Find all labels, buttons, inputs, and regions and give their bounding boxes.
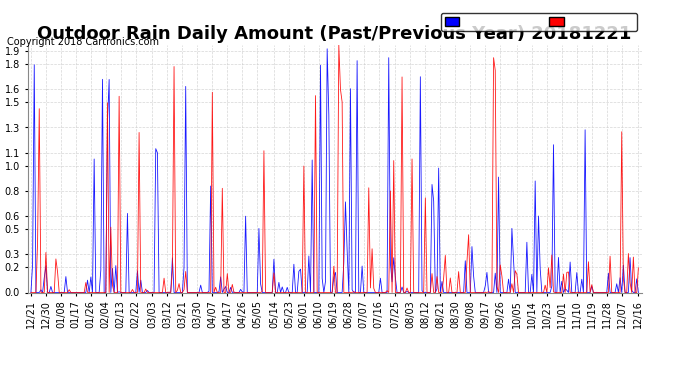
Title: Outdoor Rain Daily Amount (Past/Previous Year) 20181221: Outdoor Rain Daily Amount (Past/Previous… [37,26,632,44]
Text: Copyright 2018 Cartronics.com: Copyright 2018 Cartronics.com [7,37,159,47]
Legend: Previous (Inches), Past  (Inches): Previous (Inches), Past (Inches) [441,13,637,30]
